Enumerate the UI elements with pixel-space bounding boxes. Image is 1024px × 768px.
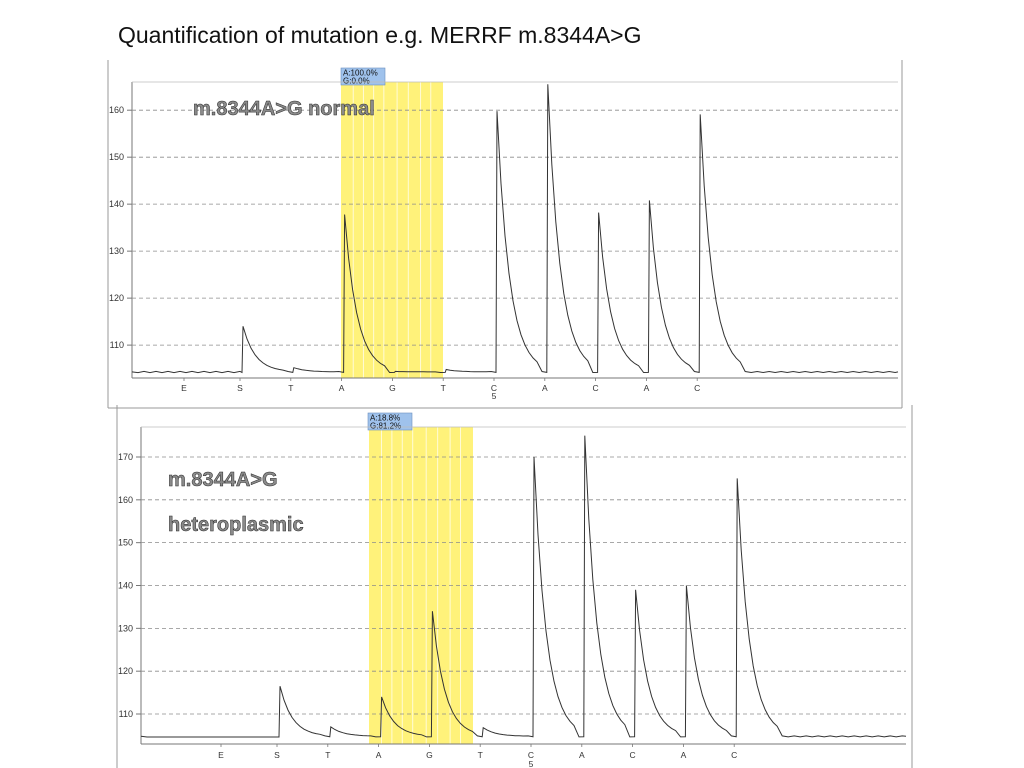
quant-label: A:18.8% <box>370 414 400 423</box>
position-label: 5 <box>492 391 497 401</box>
quant-label: G:81.2% <box>370 422 401 431</box>
dispensation-label: E <box>181 383 187 393</box>
dispensation-label: C <box>731 750 737 760</box>
quant-label: G:0.0% <box>343 77 370 86</box>
sample-label: heteroplasmic <box>168 514 304 536</box>
pyrogram-trace <box>131 84 899 374</box>
y-tick-label: 110 <box>119 709 133 719</box>
y-tick-label: 120 <box>109 293 124 303</box>
quant-box <box>340 67 386 86</box>
y-tick-label: 140 <box>109 199 124 209</box>
y-tick-label: 130 <box>118 623 133 633</box>
dispensation-label: G <box>389 383 396 393</box>
dispensation-label: T <box>288 383 293 393</box>
slide-title: Quantification of mutation e.g. MERRF m.… <box>118 22 642 48</box>
pyrogram-normal: A:100.0%G:0.0% 110 120 130 140 150 160 E S T A G T C A… <box>107 60 903 409</box>
dispensation-label: A <box>644 383 650 393</box>
y-tick-label: 170 <box>118 452 133 462</box>
dispensation-label: C <box>528 750 534 760</box>
dispensation-label: T <box>325 750 330 760</box>
sample-label: m.8344A>G <box>168 469 278 491</box>
dispensation-label: C <box>593 383 599 393</box>
dispensation-label: C <box>491 383 497 393</box>
sample-label: m.8344A>G normal <box>193 98 375 120</box>
dispensation-label: A <box>681 750 687 760</box>
y-tick-label: 120 <box>118 666 133 676</box>
dispensation-label: A <box>542 383 548 393</box>
quant-label: A:100.0% <box>343 69 378 78</box>
y-tick-label: 130 <box>109 246 124 256</box>
dispensation-label: C <box>694 383 700 393</box>
pyrogram-trace <box>140 435 907 738</box>
dispensation-label: A <box>376 750 382 760</box>
dispensation-label: G <box>426 750 433 760</box>
dispensation-label: T <box>478 750 483 760</box>
dispensation-label: A <box>339 383 345 393</box>
quant-box <box>367 412 413 431</box>
y-tick-label: 150 <box>118 538 133 548</box>
dispensation-label: S <box>237 383 243 393</box>
dispensation-label: A <box>579 750 585 760</box>
dispensation-label: S <box>274 750 280 760</box>
pyrogram-heteroplasmic: A:18.8%G:81.2% 110 120 130 140 150 160 170 E S T A G… <box>116 405 913 768</box>
y-tick-label: 140 <box>118 581 133 591</box>
y-tick-label: 110 <box>110 340 124 350</box>
y-tick-label: 150 <box>109 152 124 162</box>
highlight-band <box>341 82 443 378</box>
dispensation-label: C <box>630 750 636 760</box>
y-tick-label: 160 <box>109 105 124 115</box>
y-tick-label: 160 <box>118 495 133 505</box>
position-label: 5 <box>529 759 534 768</box>
dispensation-label: E <box>218 750 224 760</box>
dispensation-label: T <box>441 383 446 393</box>
